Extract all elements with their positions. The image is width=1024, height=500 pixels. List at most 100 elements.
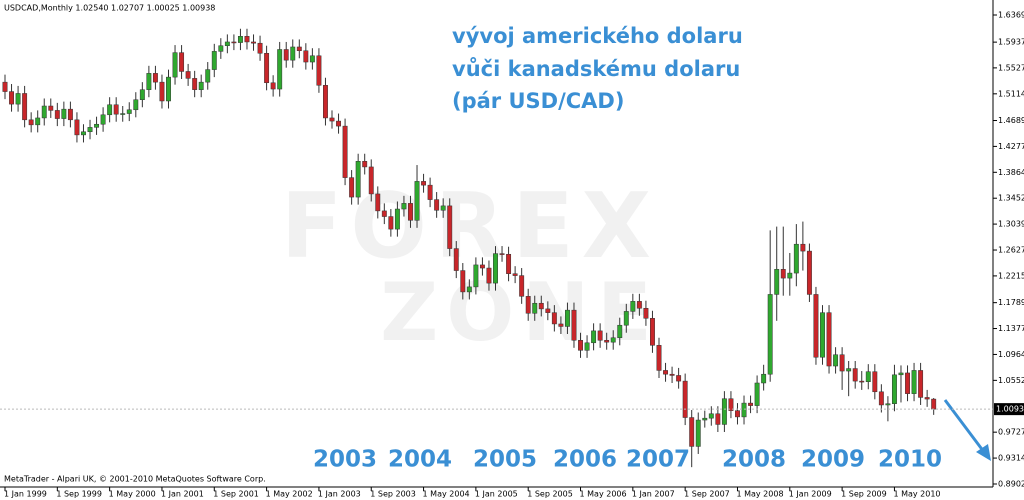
candle-body — [486, 267, 492, 284]
candle-body — [519, 275, 525, 297]
candle-body — [708, 413, 714, 419]
candle-body — [67, 108, 73, 121]
candle-body — [623, 311, 629, 326]
title-line: vůči kanadskému dolaru — [452, 57, 740, 81]
candle-body — [54, 110, 60, 119]
candle-body — [806, 250, 812, 295]
candle-body — [512, 273, 518, 276]
candle-body — [237, 36, 243, 43]
candle-body — [545, 308, 551, 313]
candle-body — [793, 243, 799, 274]
y-tick-label: 1.22150 — [998, 271, 1024, 280]
candle-body — [820, 312, 825, 358]
y-tick-label: 1.26270 — [998, 246, 1024, 255]
candle-body — [368, 166, 374, 195]
candle-body — [231, 41, 237, 44]
candle-body — [179, 52, 185, 72]
y-tick-label: 1.09645 — [998, 350, 1024, 359]
candle-body — [578, 340, 583, 351]
candle-body — [682, 380, 688, 418]
price-label: 1.00938 — [996, 405, 1024, 414]
candle-body — [872, 371, 878, 393]
candle-body — [28, 119, 34, 126]
x-tick-label: 1 Jan 2009 — [789, 490, 832, 499]
title-line: vývoj amerického dolaru — [452, 24, 743, 48]
candle-body — [695, 419, 701, 447]
candle-body — [381, 210, 387, 217]
candle-body — [924, 397, 930, 400]
candle-body — [244, 36, 250, 43]
candle-body — [591, 330, 597, 344]
x-tick-label: 1 Jan 2001 — [161, 490, 204, 499]
candle-body — [290, 46, 296, 61]
candle-body — [316, 55, 322, 86]
y-tick-label: 1.34520 — [998, 194, 1024, 203]
candle-body — [172, 52, 178, 78]
candle-body — [166, 76, 171, 102]
price-label-box — [994, 403, 1024, 416]
candle-body — [604, 340, 610, 343]
candle-body — [898, 372, 904, 376]
y-tick-label: 1.38645 — [998, 168, 1024, 177]
candle-body — [120, 113, 126, 115]
y-tick-label: 1.42770 — [998, 142, 1024, 151]
year-annotation: 2005 — [473, 447, 537, 473]
candle-body — [35, 117, 41, 126]
candle-body — [473, 264, 479, 288]
y-tick-label: 1.30399 — [998, 220, 1024, 229]
y-tick-label: 1.17890 — [998, 298, 1024, 307]
y-tick-label: 0.89020 — [998, 479, 1024, 488]
candle-body — [833, 354, 839, 367]
x-tick-label: 1 Sep 2003 — [370, 490, 416, 499]
candle-body — [81, 131, 86, 136]
candle-body — [852, 368, 858, 382]
candle-body — [656, 345, 662, 371]
candle-body — [159, 81, 165, 102]
y-tick-label: 1.46890 — [998, 116, 1024, 125]
y-tick-label: 1.13770 — [998, 324, 1024, 333]
candle-body — [427, 184, 433, 200]
x-tick-label: 1 Jan 2003 — [318, 490, 361, 499]
candle-body — [460, 270, 466, 293]
x-tick-label: 1 May 2000 — [109, 490, 156, 499]
candle-body — [532, 302, 538, 314]
candle-body — [152, 73, 158, 83]
candle-body — [126, 109, 132, 114]
x-tick-label: 1 Sep 2007 — [684, 490, 730, 499]
candle-body — [205, 69, 211, 83]
candle-body — [493, 253, 498, 284]
candle-body — [931, 398, 937, 410]
candle-body — [375, 193, 381, 212]
y-tick-label: 0.93145 — [998, 454, 1024, 463]
candle-body — [891, 374, 897, 404]
candle-body — [761, 373, 767, 384]
candle-body — [224, 41, 230, 46]
x-tick-label: 1 May 2010 — [893, 490, 940, 499]
candle-body — [61, 108, 67, 119]
candle-body — [721, 398, 727, 425]
candle-body — [911, 370, 917, 394]
candle-body — [22, 93, 28, 121]
candle-body — [826, 312, 832, 367]
candle-body — [87, 127, 93, 133]
x-tick-label: 1 Sep 2009 — [841, 490, 887, 499]
y-tick-label: 1.59370 — [998, 38, 1024, 47]
year-annotation: 2006 — [553, 447, 617, 473]
candle-body — [48, 105, 54, 111]
candle-body — [447, 205, 453, 249]
candle-body — [735, 410, 740, 418]
y-tick-label: 1.55270 — [998, 63, 1024, 72]
candle-body — [643, 307, 649, 319]
candle-body — [146, 73, 152, 90]
candle-body — [323, 85, 328, 119]
candle-body — [362, 161, 368, 168]
candle-body — [610, 337, 616, 343]
candle-body — [349, 177, 355, 198]
candle-body — [421, 181, 427, 186]
candle-body — [107, 104, 113, 116]
candle-body — [525, 296, 531, 314]
candle-body — [650, 318, 655, 346]
candle-body — [329, 117, 335, 122]
